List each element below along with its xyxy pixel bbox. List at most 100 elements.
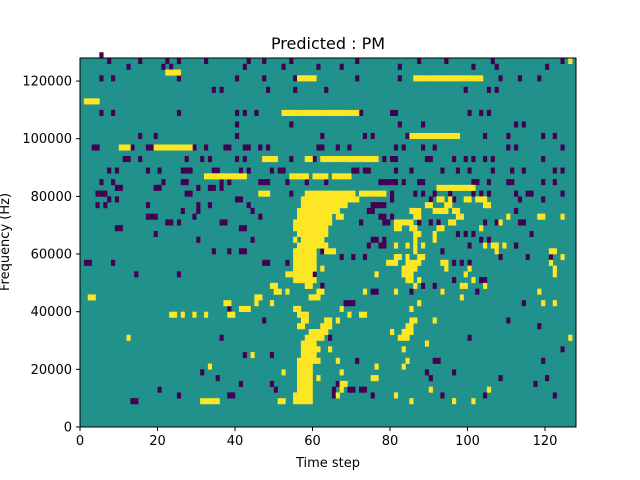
heatmap-cell-high bbox=[541, 300, 546, 307]
x-tick-label: 0 bbox=[76, 434, 84, 449]
heatmap-cell-high bbox=[440, 75, 445, 82]
heatmap-cell-low bbox=[498, 254, 503, 261]
heatmap-cell-low bbox=[153, 184, 158, 191]
heatmap-cell-high bbox=[316, 190, 321, 197]
heatmap-cell-high bbox=[258, 190, 263, 197]
heatmap-cell-high bbox=[273, 156, 278, 163]
heatmap-cell-high bbox=[320, 242, 325, 249]
heatmap-cell-low bbox=[149, 144, 154, 151]
heatmap-cell-high bbox=[560, 213, 565, 220]
heatmap-cell-low bbox=[351, 167, 356, 174]
heatmap-cell-high bbox=[320, 225, 325, 232]
chart-title: Predicted : PM bbox=[271, 34, 385, 53]
heatmap-cell-low bbox=[273, 386, 278, 393]
heatmap-cell-low bbox=[130, 144, 135, 151]
heatmap-cell-high bbox=[390, 328, 395, 336]
heatmap-cell-low bbox=[165, 219, 170, 226]
heatmap-cell-high bbox=[475, 196, 480, 203]
heatmap-cell-low bbox=[196, 202, 201, 209]
heatmap-cell-low bbox=[145, 202, 151, 209]
heatmap-cell-high bbox=[409, 265, 414, 272]
heatmap-cell-high bbox=[266, 190, 271, 197]
heatmap-cell-low bbox=[242, 144, 247, 151]
heatmap-cell-high bbox=[413, 213, 418, 220]
heatmap-cell-high bbox=[312, 75, 317, 82]
heatmap-cell-high bbox=[378, 190, 383, 197]
heatmap-cell-high bbox=[328, 207, 333, 214]
heatmap-cell-high bbox=[304, 190, 309, 197]
heatmap-cell-low bbox=[211, 86, 216, 93]
heatmap-cell-low bbox=[436, 219, 441, 226]
heatmap-cell-high bbox=[409, 259, 414, 266]
y-tick-label: 40000 bbox=[31, 305, 72, 320]
heatmap-cell-high bbox=[308, 196, 313, 203]
heatmap-cell-high bbox=[320, 202, 325, 209]
heatmap-cell-high bbox=[444, 207, 449, 214]
heatmap-cell-high bbox=[308, 369, 313, 376]
heatmap-cell-low bbox=[521, 219, 526, 226]
heatmap-cell-high bbox=[157, 144, 162, 151]
heatmap-cell-high bbox=[409, 132, 414, 140]
heatmap-cell-high bbox=[339, 380, 344, 387]
heatmap-cell-high bbox=[262, 190, 267, 197]
heatmap-cell-low bbox=[184, 190, 189, 197]
heatmap-cell-low bbox=[421, 190, 426, 197]
heatmap-cell-low bbox=[138, 58, 143, 65]
heatmap-cell-high bbox=[320, 219, 325, 226]
heatmap-cell-low bbox=[145, 213, 151, 220]
heatmap-cell-high bbox=[254, 300, 259, 307]
heatmap-cell-low bbox=[242, 109, 247, 116]
heatmap-cell-high bbox=[266, 156, 271, 163]
heatmap-cell-high bbox=[335, 392, 340, 399]
heatmap-cell-low bbox=[138, 156, 143, 163]
heatmap-cell-low bbox=[506, 317, 511, 324]
heatmap-cell-high bbox=[421, 75, 426, 82]
heatmap-cell-high bbox=[424, 202, 430, 209]
heatmap-cell-high bbox=[304, 334, 309, 341]
heatmap-cell-low bbox=[359, 386, 364, 393]
y-tick-label: 100000 bbox=[22, 132, 72, 147]
heatmap-cell-high bbox=[312, 352, 317, 359]
heatmap-cell-low bbox=[227, 144, 232, 151]
heatmap-cell-high bbox=[417, 300, 422, 307]
heatmap-cell-high bbox=[320, 109, 325, 116]
heatmap-cell-high bbox=[343, 156, 348, 163]
heatmap-cell-high bbox=[320, 156, 325, 163]
heatmap-cell-high bbox=[308, 156, 313, 163]
heatmap-cell-high bbox=[308, 352, 313, 359]
heatmap-cell-high bbox=[459, 294, 464, 301]
heatmap-cell-low bbox=[498, 75, 503, 82]
y-axis-ticks: 0 20000 40000 60000 80000 100000 120000 bbox=[22, 75, 80, 436]
heatmap-cell-low bbox=[541, 179, 546, 186]
heatmap-cell-high bbox=[401, 328, 406, 336]
heatmap-cell-high bbox=[324, 225, 329, 232]
heatmap-cell-high bbox=[409, 219, 414, 226]
heatmap-cell-high bbox=[231, 311, 236, 318]
heatmap-cell-low bbox=[428, 219, 433, 226]
heatmap-cell-low bbox=[552, 132, 557, 140]
heatmap-cell-high bbox=[463, 282, 468, 289]
heatmap-cell-low bbox=[459, 259, 464, 266]
heatmap-cell-high bbox=[304, 369, 309, 376]
heatmap-cell-high bbox=[343, 109, 348, 116]
heatmap-cell-low bbox=[510, 167, 515, 174]
heatmap-cell-low bbox=[351, 254, 356, 261]
heatmap-cell-high bbox=[308, 219, 313, 226]
heatmap-cell-high bbox=[304, 317, 309, 324]
heatmap-cell-high bbox=[459, 75, 464, 82]
heatmap-cell-high bbox=[436, 207, 441, 214]
heatmap-cell-low bbox=[335, 380, 340, 387]
heatmap-cell-high bbox=[455, 213, 461, 220]
heatmap-cell-high bbox=[452, 75, 457, 82]
heatmap-cell-high bbox=[300, 317, 306, 324]
x-tick-label: 80 bbox=[382, 434, 399, 449]
heatmap-cell-low bbox=[483, 132, 488, 140]
heatmap-cell-high bbox=[300, 277, 306, 284]
heatmap-cell-high bbox=[316, 288, 321, 295]
heatmap-cell-low bbox=[223, 144, 228, 151]
heatmap-cell-high bbox=[207, 363, 213, 370]
heatmap-cell-high bbox=[204, 311, 209, 318]
heatmap-cell-low bbox=[506, 132, 511, 140]
heatmap-cell-high bbox=[304, 346, 309, 353]
heatmap-cell-high bbox=[362, 190, 368, 197]
